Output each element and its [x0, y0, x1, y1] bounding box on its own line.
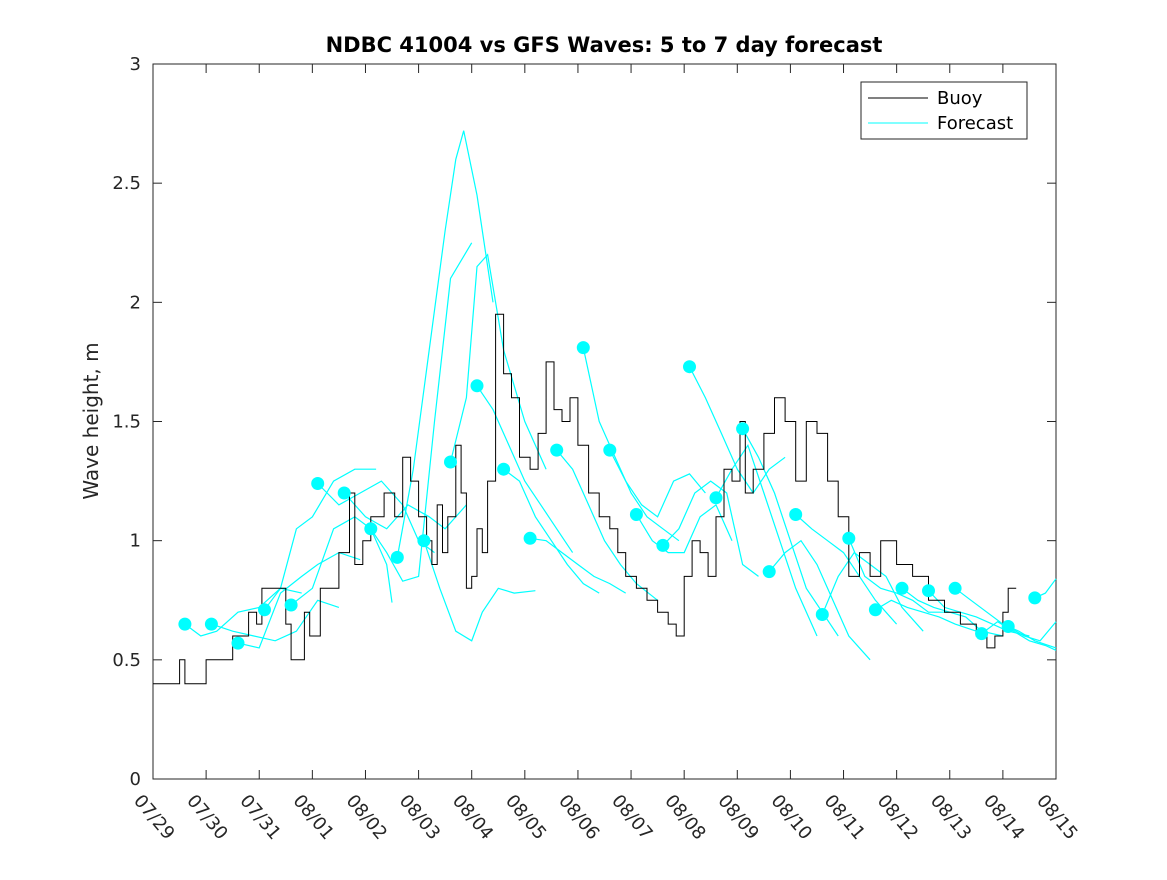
legend-forecast-label: Forecast — [937, 113, 1013, 134]
forecast-line-7 — [370, 242, 473, 582]
y-tick-label-2: 1 — [130, 531, 141, 552]
y-tick-label-6: 3 — [130, 54, 141, 75]
legend: Buoy Forecast — [860, 81, 1028, 140]
forecast-line-26 — [875, 599, 977, 632]
y-axis-label: Wave height, m — [79, 342, 103, 499]
forecast-start-point-18 — [656, 538, 670, 552]
forecast-line-18 — [662, 480, 759, 577]
forecast-start-point-19 — [683, 360, 696, 374]
forecast-line-31 — [1007, 621, 1057, 642]
forecast-start-point-30 — [975, 627, 989, 641]
y-tick-label-5: 2.5 — [112, 173, 141, 194]
forecast-start-point-23 — [789, 508, 803, 521]
forecast-start-point-27 — [895, 581, 909, 595]
y-tick-label-1: 0.5 — [112, 650, 141, 671]
forecast-start-point-21 — [736, 422, 750, 436]
forecast-start-point-31 — [1001, 620, 1015, 633]
forecast-line-1 — [211, 599, 340, 642]
forecast-start-point-29 — [948, 581, 962, 595]
forecast-start-point-6 — [337, 486, 351, 500]
forecast-start-point-9 — [417, 534, 431, 548]
y-tick-label-3: 1.5 — [112, 412, 141, 433]
forecast-line-15 — [582, 347, 680, 542]
forecast-start-point-15 — [576, 341, 590, 355]
forecast-line-23 — [795, 514, 898, 625]
plot-area — [152, 63, 1057, 780]
forecast-start-point-16 — [603, 443, 617, 457]
forecast-start-point-17 — [629, 508, 643, 521]
forecast-start-point-2 — [231, 636, 245, 650]
y-tick-label-0: 0 — [130, 769, 141, 790]
legend-box — [860, 81, 1028, 140]
forecast-line-25 — [848, 538, 950, 613]
legend-buoy-label: Buoy — [937, 88, 983, 109]
forecast-start-point-3 — [258, 603, 271, 617]
forecast-line-13 — [530, 537, 627, 594]
forecast-start-point-28 — [922, 584, 935, 598]
forecast-line-17 — [635, 503, 733, 554]
forecast-line-22 — [768, 539, 871, 661]
forecast-start-point-8 — [390, 550, 404, 564]
forecast-start-point-12 — [497, 462, 511, 476]
forecast-start-point-4 — [284, 598, 298, 612]
forecast-start-point-22 — [762, 565, 776, 579]
forecast-start-point-1 — [204, 617, 218, 631]
forecast-start-point-5 — [311, 477, 325, 490]
forecast-start-point-11 — [470, 379, 484, 393]
forecast-start-point-10 — [444, 455, 457, 469]
forecast-line-6 — [343, 492, 467, 530]
forecast-start-point-24 — [815, 608, 829, 621]
forecast-start-point-0 — [178, 617, 192, 631]
forecast-start-point-26 — [868, 603, 882, 617]
forecast-line-30 — [981, 620, 1057, 651]
forecast-start-point-13 — [523, 531, 537, 545]
forecast-line-9 — [423, 540, 536, 642]
forecast-start-point-14 — [550, 443, 564, 457]
forecast-line-11 — [476, 385, 574, 553]
forecast-start-point-7 — [364, 522, 378, 536]
forecast-start-point-20 — [709, 491, 723, 505]
forecast-line-12 — [503, 468, 600, 594]
forecast-line-19 — [688, 366, 786, 495]
chart-title: NDBC 41004 vs GFS Waves: 5 to 7 day fore… — [326, 33, 883, 57]
forecast-line-8 — [396, 130, 494, 558]
forecast-line-16 — [609, 449, 706, 518]
buoy-line — [153, 313, 1017, 685]
forecast-start-point-32 — [1028, 591, 1042, 605]
series-layer — [153, 130, 1057, 685]
y-tick-label-4: 2 — [130, 292, 141, 313]
forecast-line-10 — [449, 253, 547, 470]
forecast-start-point-25 — [842, 531, 856, 545]
